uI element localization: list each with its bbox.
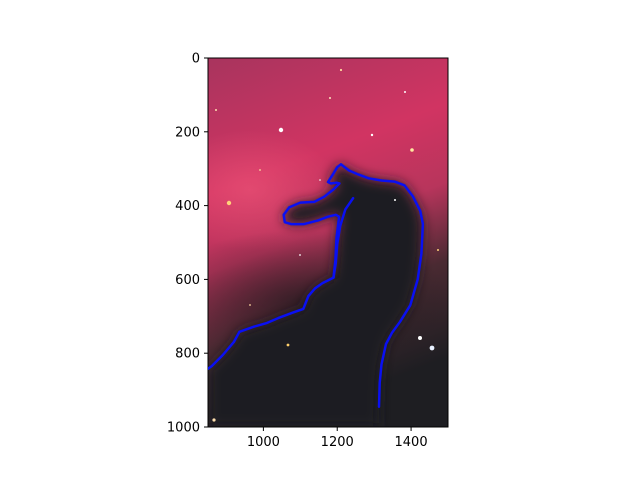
dark-cloud-silhouette	[208, 164, 423, 427]
star	[437, 249, 439, 251]
star	[215, 109, 217, 111]
contour-overlay	[208, 163, 425, 408]
star	[259, 169, 261, 171]
star	[404, 91, 406, 93]
x-tick-label: 1200	[321, 435, 354, 450]
star	[370, 133, 374, 137]
contour-line-1	[208, 163, 425, 408]
star	[286, 343, 290, 347]
star	[226, 200, 232, 206]
y-axis: 0 200 400 600 800 1000	[167, 52, 208, 436]
star	[249, 304, 251, 306]
star	[329, 97, 331, 99]
x-axis: 1000 1200 1400	[247, 427, 428, 450]
y-tick-label: 600	[175, 273, 200, 288]
x-tick-label: 1400	[395, 435, 428, 450]
y-tick-label: 400	[175, 199, 200, 214]
contour-line-2	[332, 196, 355, 279]
y-tick-label: 0	[192, 52, 200, 67]
star	[394, 199, 396, 201]
star	[339, 68, 343, 72]
y-tick-label: 800	[175, 347, 200, 362]
star	[410, 148, 414, 152]
nebula-image	[208, 58, 448, 427]
star-field	[212, 68, 439, 422]
x-tick-label: 1000	[247, 435, 280, 450]
y-tick-label: 1000	[167, 421, 200, 436]
star	[278, 127, 284, 133]
star	[429, 345, 435, 351]
star	[418, 336, 422, 340]
star	[319, 179, 321, 181]
y-tick-label: 200	[175, 125, 200, 140]
star	[212, 418, 216, 422]
star	[299, 254, 301, 256]
plot-frame	[207, 57, 449, 428]
